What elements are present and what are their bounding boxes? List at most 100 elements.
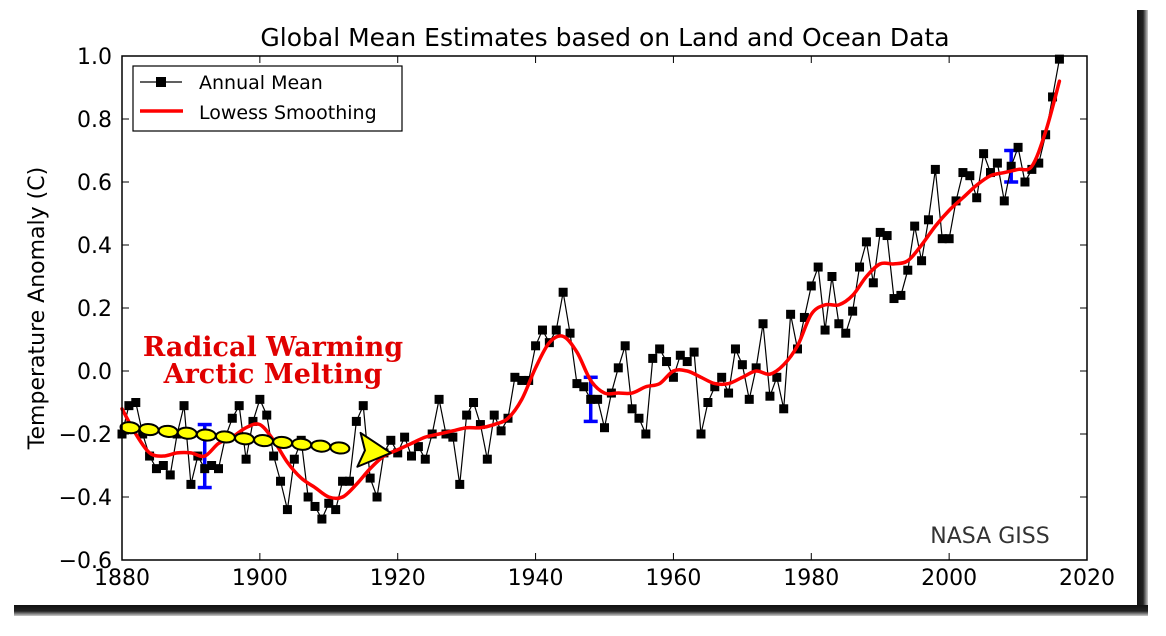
annual-mean-point <box>282 505 292 515</box>
annual-mean-point <box>848 306 858 316</box>
arrow-dash <box>234 432 255 446</box>
annual-mean-point <box>620 341 630 351</box>
annual-mean-point <box>937 234 947 244</box>
annual-mean-point <box>648 353 658 363</box>
annual-mean-point <box>207 461 217 470</box>
annual-mean-point <box>1013 142 1023 152</box>
annual-mean-point <box>779 404 789 414</box>
annual-mean-point <box>1027 164 1037 174</box>
annual-mean-point <box>655 344 665 354</box>
annual-mean-point <box>269 451 279 461</box>
annual-mean-point <box>999 196 1009 206</box>
annual-mean-point <box>675 350 685 360</box>
annual-mean-point <box>358 401 368 411</box>
callout-radical-warming: Radical Warming <box>143 332 403 363</box>
arrow-dash <box>119 421 141 435</box>
annual-mean-point <box>868 278 878 288</box>
x-tick-label: 1900 <box>232 566 288 591</box>
yellow-trend-arrow <box>119 421 392 468</box>
legend: Annual Mean Lowess Smoothing <box>132 65 403 132</box>
annual-mean-point <box>1034 158 1044 168</box>
annual-mean-point <box>820 325 830 335</box>
annual-mean-point <box>462 410 472 420</box>
annual-mean-point <box>186 479 196 489</box>
arrow-dash <box>214 430 236 444</box>
annual-mean-point <box>276 476 286 486</box>
annual-mean-point <box>344 476 354 486</box>
annual-mean-point <box>448 432 458 442</box>
annual-mean-point <box>475 420 485 430</box>
annual-mean-point <box>482 454 492 464</box>
annual-mean-point <box>579 382 589 392</box>
legend-annual-mean-swatch-marker <box>156 77 166 87</box>
arrow-head <box>356 431 392 468</box>
annual-mean-point <box>413 442 423 452</box>
annual-mean-point <box>1054 54 1064 64</box>
card-shadow-right <box>1137 10 1148 610</box>
annual-mean-point <box>510 372 520 382</box>
annual-mean-point <box>813 262 823 272</box>
annual-mean-point <box>407 451 416 461</box>
annual-mean-point <box>310 501 320 511</box>
annual-mean-point <box>765 391 775 401</box>
annual-mean-point <box>917 256 927 266</box>
annual-mean-point <box>351 416 361 426</box>
annual-mean-point <box>799 312 809 322</box>
arrow-dash <box>272 435 294 449</box>
annual-mean-point <box>772 372 782 382</box>
annual-mean-point <box>923 215 933 225</box>
annual-mean-point <box>806 281 816 291</box>
y-axis-label: Temperature Anomaly (C) <box>25 167 50 450</box>
y-tick-label: 0.4 <box>77 234 112 259</box>
x-tick-label: 1940 <box>508 566 564 591</box>
annual-mean-point <box>372 492 382 502</box>
y-tick-label: 0.2 <box>77 297 112 322</box>
annual-mean-point <box>827 272 837 281</box>
annual-mean-point <box>317 514 327 524</box>
callout-arctic-melting: Arctic Melting <box>163 359 383 390</box>
x-axis-ticks: 1880 1900 1920 1940 1960 1980 2000 2020 <box>94 56 1115 591</box>
annual-mean-point <box>537 325 547 335</box>
annual-mean-point <box>710 382 720 392</box>
x-tick-label: 2000 <box>921 566 977 591</box>
annual-mean-point <box>489 410 499 420</box>
annual-mean-point <box>241 454 251 464</box>
annual-mean-point <box>165 470 175 480</box>
annual-mean-point <box>744 394 754 404</box>
annual-mean-point <box>124 401 134 411</box>
card-shadow-bottom <box>14 605 1148 616</box>
annual-mean-point <box>634 413 644 423</box>
arrow-dash <box>157 424 179 438</box>
annual-mean-point <box>517 375 527 385</box>
annual-mean-point <box>179 401 189 411</box>
y-tick-label: −0.2 <box>59 423 112 448</box>
annual-mean-point <box>324 498 334 508</box>
annual-mean-point <box>289 454 299 464</box>
y-tick-label: 0.6 <box>77 171 112 196</box>
annual-mean-point <box>972 193 982 203</box>
annual-mean-point <box>896 290 906 300</box>
annual-mean-point <box>214 464 223 474</box>
annual-mean-point <box>613 363 623 373</box>
annual-mean-point <box>365 473 375 483</box>
annual-mean-point <box>386 435 396 445</box>
y-axis-ticks: −0.6 −0.4 −0.2 0.0 0.2 0.4 0.6 0.8 1.0 <box>59 45 1087 574</box>
annual-mean-point <box>861 237 871 247</box>
annual-mean-point <box>910 221 920 231</box>
annual-mean-point <box>262 410 272 420</box>
annual-mean-point <box>889 294 899 304</box>
y-tick-label: −0.6 <box>59 549 112 574</box>
annual-mean-point <box>689 347 699 357</box>
annual-mean-point <box>531 341 541 351</box>
arrow-dash <box>253 434 275 448</box>
annual-mean-point <box>668 372 678 382</box>
arrow-dash <box>195 428 217 442</box>
x-tick-label: 1980 <box>783 566 839 591</box>
annual-mean-point <box>551 325 561 335</box>
annual-mean-point <box>600 423 609 433</box>
annual-mean-point <box>758 319 768 329</box>
annual-mean-point <box>303 492 313 502</box>
legend-lowess-label: Lowess Smoothing <box>199 102 377 124</box>
annual-mean-point <box>696 429 706 439</box>
